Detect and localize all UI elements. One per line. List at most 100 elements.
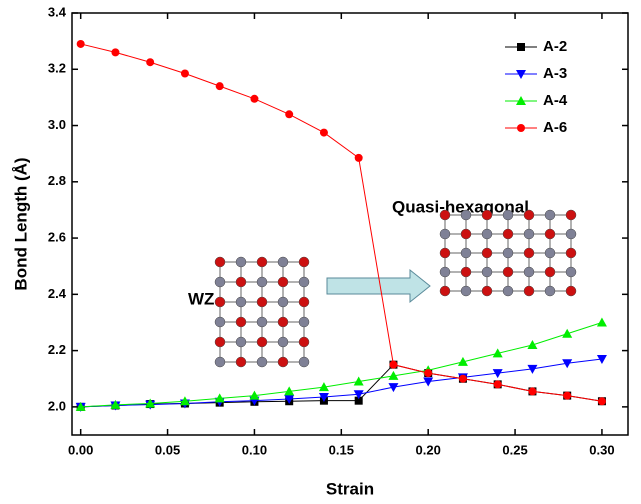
atom [545,210,555,220]
atom [545,248,555,258]
atom [299,277,309,287]
y-tick-label: 2.0 [48,398,66,413]
atom [215,257,225,267]
atom [236,337,246,347]
atom [503,210,513,220]
marker [77,40,85,48]
x-tick-label: 0.20 [416,442,441,457]
atom [215,357,225,367]
atom [524,210,534,220]
atom [440,229,450,239]
atom [566,229,576,239]
atom [215,317,225,327]
marker [285,110,293,118]
atom [299,337,309,347]
atom [503,267,513,277]
x-tick-label: 0.15 [329,442,354,457]
atom [236,357,246,367]
x-tick-label: 0.00 [68,442,93,457]
atom [257,357,267,367]
atom [278,297,288,307]
atom [545,267,555,277]
atom [524,229,534,239]
atom [503,248,513,258]
atom [524,248,534,258]
marker [355,154,363,162]
atom [299,357,309,367]
x-tick-label: 0.30 [589,442,614,457]
atom [215,277,225,287]
atom [236,277,246,287]
atom [482,248,492,258]
y-tick-label: 3.2 [48,61,66,76]
atom [215,297,225,307]
atom [461,267,471,277]
x-tick-label: 0.05 [155,442,180,457]
atom [482,286,492,296]
marker [563,392,571,400]
marker [111,48,119,56]
legend-label: A-2 [543,38,567,55]
annotation: WZ [188,289,214,308]
atom [440,248,450,258]
marker [146,58,154,66]
atom [278,257,288,267]
marker [250,95,258,103]
atom [461,286,471,296]
atom [257,317,267,327]
marker [459,375,467,383]
marker [528,387,536,395]
atom [566,248,576,258]
legend-label: A-6 [543,119,567,136]
marker [320,129,328,137]
atom [299,257,309,267]
atom [257,297,267,307]
series-line [81,44,602,401]
legend-marker [517,43,525,51]
atom [482,210,492,220]
atom [482,229,492,239]
atom [299,297,309,307]
atom [440,267,450,277]
atom [566,267,576,277]
x-tick-label: 0.10 [242,442,267,457]
marker [598,397,606,405]
legend-label: A-4 [543,92,568,109]
atom [236,257,246,267]
legend-marker [517,124,525,132]
marker [424,369,432,377]
marker [527,340,537,349]
atom [461,210,471,220]
x-tick-label: 0.25 [502,442,527,457]
y-tick-label: 2.2 [48,342,66,357]
atom [257,277,267,287]
y-axis-label: Bond Length (Å) [11,157,30,290]
marker [597,317,607,326]
marker [562,329,572,338]
atom [566,286,576,296]
y-tick-label: 2.4 [48,286,67,301]
x-axis-label: Strain [326,479,374,498]
atom [440,286,450,296]
atom [278,337,288,347]
atom [566,210,576,220]
marker [494,380,502,388]
atom [503,229,513,239]
marker [181,69,189,77]
y-tick-label: 2.6 [48,230,66,245]
atom [545,229,555,239]
series-line [81,359,602,407]
marker [389,361,397,369]
atom [299,317,309,327]
atom [257,257,267,267]
atom [461,248,471,258]
y-tick-label: 3.0 [48,117,66,132]
atom [278,357,288,367]
atom [236,297,246,307]
atom [461,229,471,239]
marker [216,82,224,90]
atom [278,317,288,327]
atom [236,317,246,327]
y-tick-label: 3.4 [48,4,67,19]
legend-label: A-3 [543,65,567,82]
